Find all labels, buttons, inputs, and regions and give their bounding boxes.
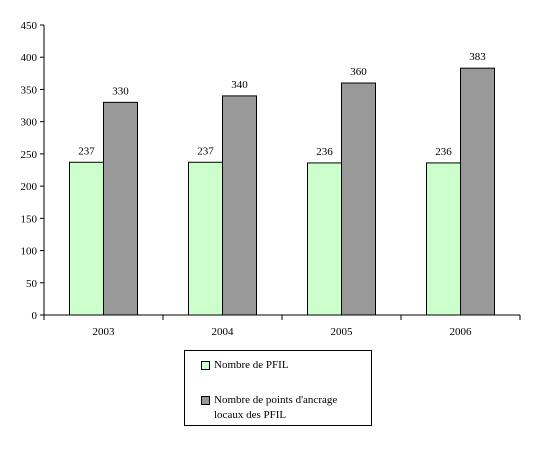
y-tick-label: 200: [21, 181, 38, 193]
y-tick-label: 250: [21, 149, 38, 161]
legend-swatch-series-1: [201, 361, 210, 370]
bar-series-2-2003: [103, 101, 138, 316]
bar-series-1-2003: [69, 161, 104, 316]
legend-swatch-series-2: [201, 396, 210, 405]
x-tick-label-2005: 2005: [331, 326, 354, 338]
data-label-series-2-2004: 340: [231, 79, 248, 91]
bar-series-1-2004: [188, 161, 223, 316]
bar-series-2-2006: [460, 67, 495, 316]
data-label-series-2-2003: 330: [112, 85, 129, 97]
y-tick-label: 150: [21, 213, 38, 225]
x-tick-label-2003: 2003: [93, 326, 116, 338]
legend-label-series-2: Nombre de points d'ancrage locaux des PF…: [214, 394, 338, 421]
x-tick-label-2004: 2004: [212, 326, 235, 338]
y-tick-label: 450: [21, 20, 38, 32]
legend-label-series-1: Nombre de PFIL: [214, 359, 289, 371]
y-tick-label: 400: [21, 52, 38, 64]
bar-series-1-2005: [307, 162, 342, 316]
y-tick-label: 350: [21, 84, 38, 96]
bar-series-1-2006: [426, 162, 461, 316]
y-tick-label: 100: [21, 246, 38, 258]
data-label-series-2-2006: 383: [469, 51, 486, 63]
y-tick-label: 300: [21, 117, 38, 129]
data-label-series-1-2003: 237: [78, 145, 95, 157]
legend-entry-series-1: Nombre de PFIL: [201, 358, 364, 373]
y-tick-label: 0: [32, 310, 38, 322]
data-label-series-1-2006: 236: [435, 146, 452, 158]
data-label-series-1-2005: 236: [316, 146, 333, 158]
bar-series-2-2005: [341, 82, 376, 316]
y-tick-label: 50: [26, 278, 38, 290]
data-label-series-1-2004: 237: [197, 145, 214, 157]
x-tick-label-2006: 2006: [450, 326, 473, 338]
bar-series-2-2004: [222, 95, 257, 316]
legend-entry-series-2: Nombre de points d'ancrage locaux des PF…: [201, 393, 364, 423]
legend: Nombre de PFIL Nombre de points d'ancrag…: [184, 350, 372, 426]
data-label-series-2-2005: 360: [350, 66, 367, 78]
